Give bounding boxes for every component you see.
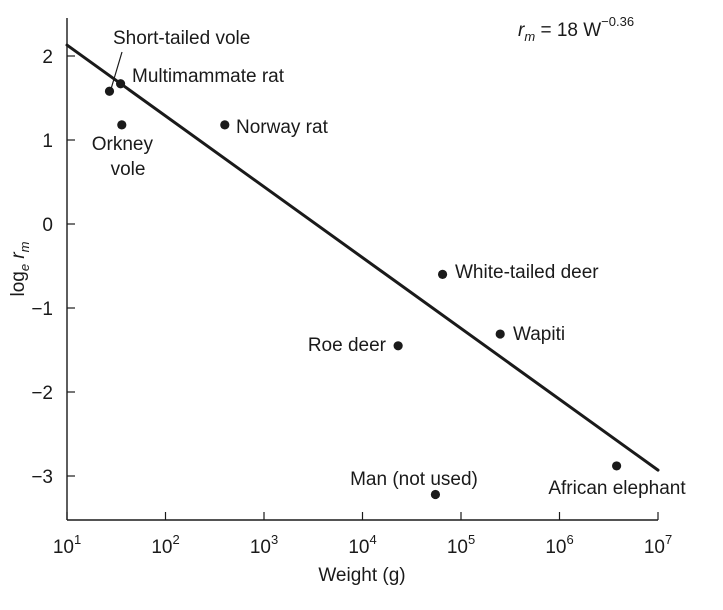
point-label-white-tailed-deer: White-tailed deer xyxy=(455,262,599,283)
point-label-orkney-vole: Orkney vole xyxy=(92,134,159,180)
point-norway-rat xyxy=(220,120,230,130)
equation-variable-subscript: m xyxy=(524,29,535,44)
point-labels: Short-tailed vole Multimammate rat Orkne… xyxy=(92,28,687,499)
equation-exponent: −0.36 xyxy=(601,14,634,29)
x-tick-label: 103 xyxy=(250,532,278,558)
point-label-wapiti: Wapiti xyxy=(513,324,565,345)
y-tick-label: −3 xyxy=(31,467,53,488)
point-multimammate-rat xyxy=(115,79,126,89)
y-axis-title: loge rm xyxy=(8,241,32,296)
point-man-not-used xyxy=(430,489,441,500)
equation-variable: r xyxy=(518,20,525,41)
point-white-tailed-deer xyxy=(437,269,448,279)
y-tick-label: −2 xyxy=(31,383,53,404)
x-tick-label: 106 xyxy=(545,532,573,558)
short-tailed-vole-leader-line xyxy=(110,51,123,90)
point-wapiti xyxy=(495,329,505,339)
x-axis-title: Weight (g) xyxy=(318,565,405,586)
y-tick-label: 0 xyxy=(42,215,53,236)
point-short-tailed-vole xyxy=(104,86,115,96)
x-tick-label: 107 xyxy=(644,532,672,558)
point-label-african-elephant: African elephant xyxy=(548,478,686,499)
y-tick-label: 1 xyxy=(42,131,53,152)
point-african-elephant xyxy=(612,461,622,471)
x-axis-ticks: 101 102 103 104 105 106 107 xyxy=(53,512,672,558)
regression-equation: rm = 18 W−0.36 xyxy=(518,14,634,44)
point-label-multimammate-rat: Multimammate rat xyxy=(132,66,285,87)
y-tick-label: 2 xyxy=(42,47,53,68)
x-tick-label: 105 xyxy=(447,532,475,558)
x-tick-label: 102 xyxy=(151,532,179,558)
point-label-short-tailed-vole: Short-tailed vole xyxy=(113,28,250,49)
regression-line xyxy=(65,43,660,472)
point-roe-deer xyxy=(393,341,403,351)
x-tick-label: 101 xyxy=(53,532,81,558)
y-tick-label: −1 xyxy=(31,299,53,320)
equation-body: = 18 W xyxy=(535,20,601,41)
point-orkney-vole xyxy=(117,120,127,130)
point-label-norway-rat: Norway rat xyxy=(236,117,329,138)
point-label-man-not-used: Man (not used) xyxy=(350,469,478,490)
data-points xyxy=(104,79,622,500)
point-label-roe-deer: Roe deer xyxy=(308,335,387,356)
x-tick-label: 104 xyxy=(348,532,376,558)
y-axis-ticks: 2 1 0 −1 −2 −3 xyxy=(31,47,75,488)
